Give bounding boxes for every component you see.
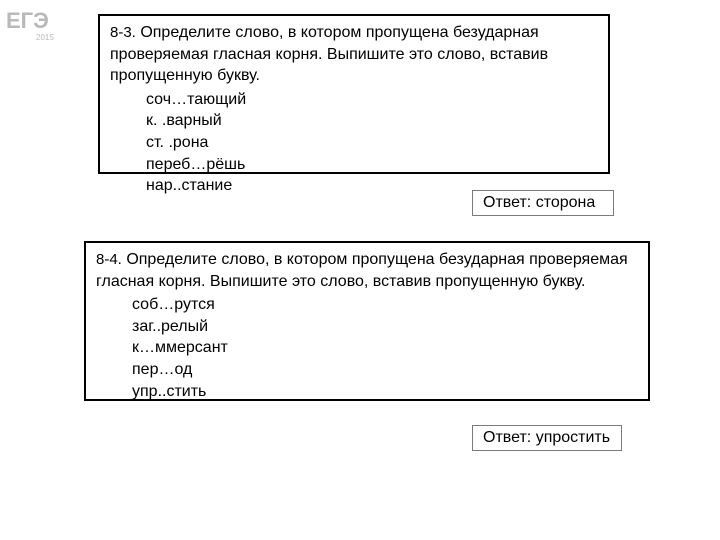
option: заг..релый [132,316,638,338]
answer-label: Ответ: [483,194,531,211]
answer-box-1: Ответ: сторона [472,190,614,216]
option: к…ммерсант [132,337,638,359]
answer-value: сторона [536,194,596,211]
logo-year-text: 2015 [36,33,54,42]
question-box-1: 8-3. Определите слово, в котором пропуще… [98,14,610,174]
option: к. .варный [146,110,598,132]
answer-value: упростить [536,429,610,446]
logo-main-text: ЕГЭ [6,8,49,33]
question-number: 8-4. [96,251,122,268]
option: переб…рёшь [146,154,598,176]
answer-box-2: Ответ: упростить [472,425,622,451]
question-instruction: Определите слово, в котором пропущена бе… [110,24,548,84]
question-options-1: соч…тающий к. .варный ст. .рона переб…рё… [110,89,598,197]
option: соб…рутся [132,294,638,316]
logo: ЕГЭ 2015 [6,6,58,46]
option: пер…од [132,359,638,381]
option: ст. .рона [146,132,598,154]
question-options-2: соб…рутся заг..релый к…ммерсант пер…од у… [96,294,638,402]
question-box-2: 8-4. Определите слово, в котором пропуще… [84,241,650,401]
question-instruction: Определите слово, в котором пропущена бе… [96,251,628,290]
question-number: 8-3. [110,24,136,41]
option: соч…тающий [146,89,598,111]
answer-label: Ответ: [483,429,531,446]
option: упр..стить [132,381,638,403]
